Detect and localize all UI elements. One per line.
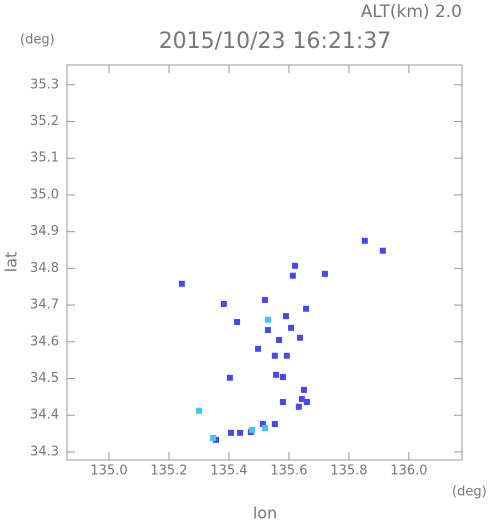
echo-cell (264, 316, 271, 323)
y-axis-label: lat (2, 252, 21, 273)
echo-cell (303, 305, 310, 312)
y-tick-label: 34.3 (30, 444, 59, 459)
echo-cell (261, 425, 268, 432)
echo-cell (288, 324, 295, 331)
echo-cell (259, 421, 266, 428)
chart-title: 2015/10/23 16:21:37 (159, 29, 392, 54)
altitude-label: ALT(km) 2.0 (361, 2, 462, 22)
echo-cell (273, 371, 280, 378)
x-tick-label: 135.0 (90, 464, 127, 479)
echo-cell (234, 318, 241, 325)
echo-cell (276, 336, 283, 343)
echo-cell (298, 396, 305, 403)
echo-cell (289, 272, 296, 279)
echo-cell (210, 434, 217, 441)
echo-cell (271, 421, 278, 428)
echo-cell (379, 247, 386, 254)
echo-cell (297, 334, 304, 341)
echo-cell (237, 429, 244, 436)
echo-cell (295, 403, 302, 410)
echo-cell (255, 345, 262, 352)
x-tick-label: 135.8 (330, 464, 367, 479)
y-tick-label: 34.7 (30, 298, 59, 313)
x-tick-label: 135.2 (150, 464, 187, 479)
echo-cell (279, 374, 286, 381)
echo-cell (261, 296, 268, 303)
echo-cell (291, 262, 298, 269)
echo-cell (283, 352, 290, 359)
x-tick-label: 135.6 (270, 464, 307, 479)
echo-cell (321, 270, 328, 277)
echo-cell (195, 407, 202, 414)
x-unit: (deg) (452, 485, 487, 500)
echo-cell (271, 352, 278, 359)
y-tick-label: 34.5 (30, 371, 59, 386)
y-tick-label: 35.1 (30, 151, 59, 166)
echo-cell (220, 300, 227, 307)
x-tick-label: 136.0 (390, 464, 427, 479)
x-tick-label: 135.4 (210, 464, 247, 479)
y-tick-label: 34.6 (30, 334, 59, 349)
echo-cell (282, 313, 289, 320)
y-tick-label: 35.3 (30, 77, 59, 92)
echo-cell (226, 374, 233, 381)
echo-cell (279, 398, 286, 405)
y-tick-label: 34.8 (30, 261, 59, 276)
echo-cell (228, 429, 235, 436)
echo-cell (300, 386, 307, 393)
x-axis-label: lon (253, 504, 277, 521)
echo-cell (361, 237, 368, 244)
y-tick-label: 35.0 (30, 187, 59, 202)
y-tick-label: 34.9 (30, 224, 59, 239)
echo-cell (249, 426, 256, 433)
echo-cell (178, 280, 185, 287)
echo-cell (264, 327, 271, 334)
plot-frame (66, 64, 463, 461)
y-tick-label: 34.4 (30, 408, 59, 423)
y-unit: (deg) (20, 33, 55, 48)
y-tick-label: 35.2 (30, 114, 59, 129)
echo-cell (303, 398, 310, 405)
